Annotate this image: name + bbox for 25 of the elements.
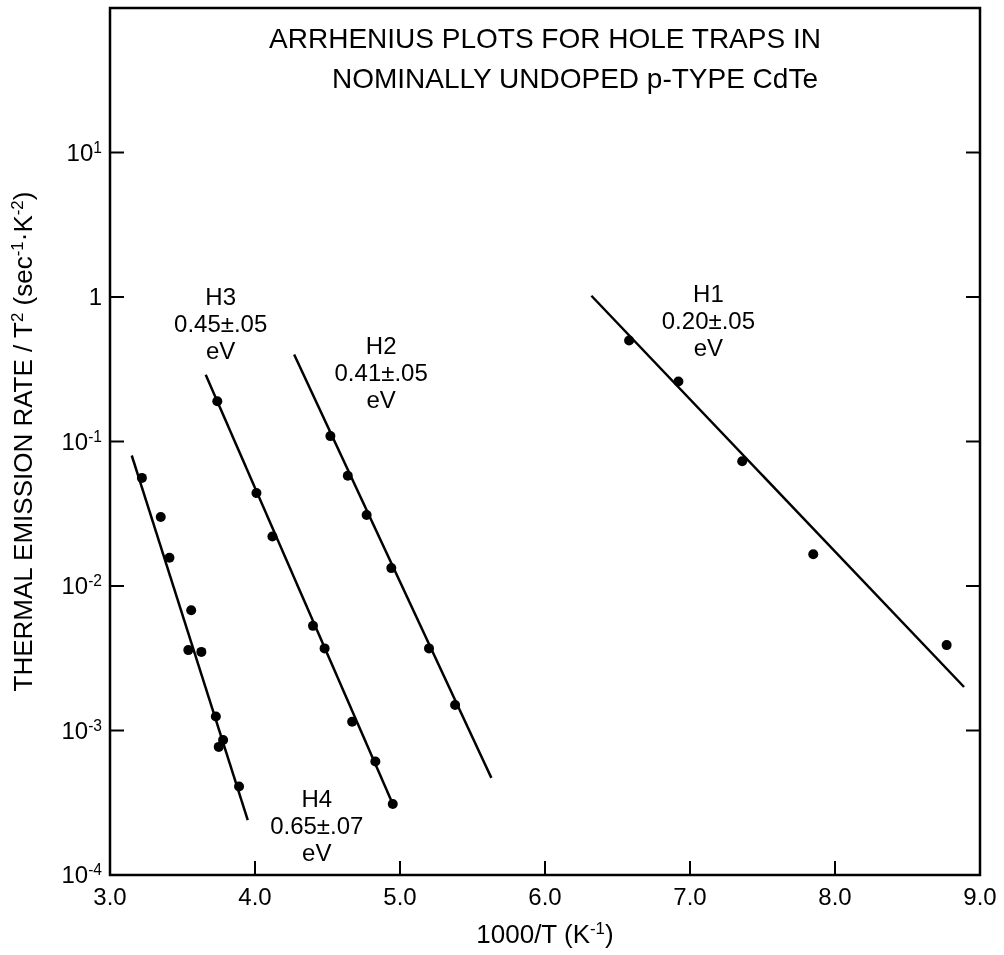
- x-tick-label: 4.0: [238, 883, 272, 910]
- series-label: H3 0.45±.05 eV: [174, 282, 268, 364]
- series-label: H1 0.20±.05 eV: [661, 279, 756, 361]
- y-tick-label: 10$^{-3}$: [61, 716, 102, 744]
- point: [183, 645, 194, 656]
- series-label: H2 0.41±.05 eV: [334, 331, 428, 413]
- x-axis-title: 1000/T (K$^{-1}$): [476, 918, 614, 949]
- y-tick-label: 10$^{-1}$: [61, 427, 102, 455]
- point: [808, 549, 819, 560]
- point: [186, 605, 197, 616]
- y-tick-label: 10$^{-2}$: [61, 571, 102, 599]
- text: ARRHENIUS PLOTS FOR HOLE TRAPS IN NOMINALLY UNDOPED p-TYPE CdTe: [269, 23, 821, 94]
- x-tick-label: 6.0: [528, 883, 562, 910]
- series-label: H4 0.65±.07 eV: [270, 785, 364, 867]
- point: [155, 512, 166, 523]
- x-tick-label: 9.0: [963, 883, 997, 910]
- x-tick-label: 8.0: [818, 883, 852, 910]
- x-tick-label: 5.0: [383, 883, 417, 910]
- point: [737, 456, 748, 467]
- x-tick-label: 7.0: [673, 883, 707, 910]
- point: [213, 741, 224, 752]
- y-tick-label: 10$^{1}$: [66, 138, 102, 166]
- point: [196, 646, 207, 657]
- y-tick-label: 1: [88, 283, 102, 310]
- point: [941, 640, 952, 651]
